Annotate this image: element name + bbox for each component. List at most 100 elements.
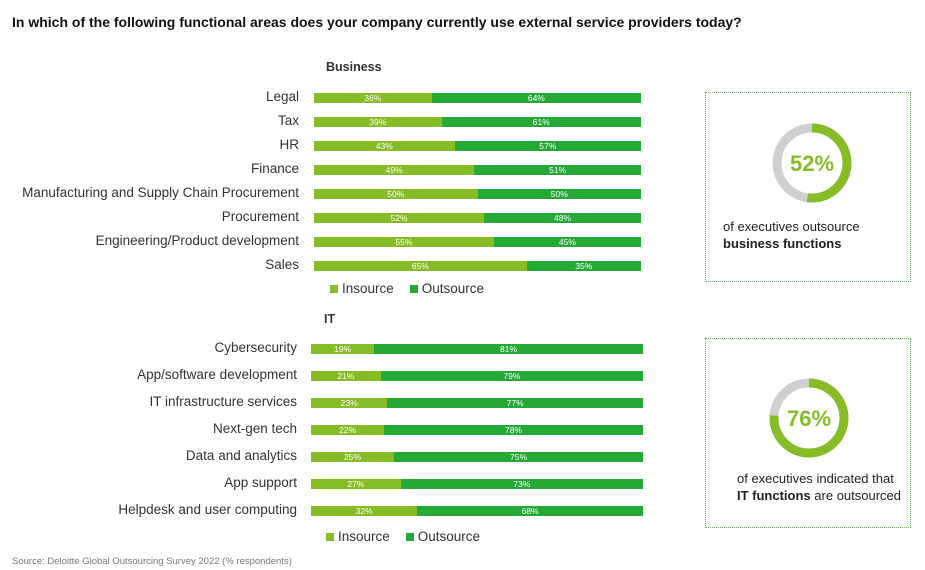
callout-text-post: are outsourced [814, 488, 902, 503]
stacked-bar: 36% 64% [314, 93, 641, 103]
bar-data-label: 81% [500, 344, 518, 354]
stacked-bar: 32% 68% [311, 506, 643, 516]
category-label: App support [224, 475, 297, 490]
category-label: Engineering/Product development [95, 233, 299, 248]
bar-segment-outsource: 75% [394, 452, 643, 462]
stacked-bar: 21% 79% [311, 371, 643, 381]
legend-swatch-outsource [409, 284, 418, 293]
stacked-bar: 23% 77% [311, 398, 643, 408]
bar-segment-insource: 27% [311, 479, 401, 489]
bar-data-label: 73% [513, 479, 531, 489]
legend-swatch-insource [330, 284, 338, 293]
bar-segment-insource: 21% [311, 371, 381, 381]
business-legend: Insource Outsource [330, 281, 494, 296]
bar-segment-insource: 43% [314, 141, 455, 151]
legend-insource: Insource [330, 281, 394, 296]
category-label: Sales [265, 257, 299, 272]
bar-segment-insource: 19% [311, 344, 375, 354]
category-label: IT infrastructure services [149, 394, 297, 409]
category-label: Next-gen tech [212, 421, 297, 436]
bar-segment-insource: 32% [311, 506, 418, 516]
question-title: In which of the following functional are… [12, 14, 742, 30]
bar-segment-insource: 55% [314, 237, 494, 247]
bar-segment-insource: 50% [314, 189, 478, 199]
bar-data-label: 64% [527, 93, 545, 103]
it-section-title: IT [324, 312, 336, 326]
bar-data-label: 50% [550, 189, 568, 199]
bar-data-label: 78% [505, 425, 523, 435]
business-callout-text: of executives outsource business functio… [723, 218, 908, 252]
bar-data-label: 68% [521, 506, 539, 516]
bar-segment-outsource: 79% [380, 371, 643, 381]
bar-segment-insource: 23% [311, 398, 388, 408]
bar-segment-outsource: 64% [431, 93, 641, 103]
bar-data-label: 21% [337, 371, 355, 381]
bar-segment-insource: 52% [314, 213, 485, 223]
bar-data-label: 19% [334, 344, 352, 354]
it-donut: 76% [769, 378, 849, 458]
callout-text-bold: business functions [723, 236, 842, 251]
bar-data-label: 45% [558, 237, 576, 247]
legend-label-outsource: Outsource [417, 529, 481, 544]
bar-segment-outsource: 57% [454, 141, 641, 151]
category-label: Cybersecurity [214, 340, 297, 355]
bar-segment-outsource: 35% [526, 261, 641, 271]
donut-value-label: 52% [790, 151, 834, 176]
bar-segment-outsource: 45% [493, 237, 641, 247]
stacked-bar: 55% 45% [314, 237, 641, 247]
legend-label-insource: Insource [342, 281, 394, 296]
legend-outsource: Outsource [405, 529, 481, 544]
category-label: Procurement [221, 209, 299, 224]
bar-data-label: 61% [532, 117, 550, 127]
bar-data-label: 77% [506, 398, 524, 408]
bar-segment-insource: 49% [314, 165, 475, 175]
legend-insource: Insource [326, 529, 390, 544]
it-callout-text: of executives indicated that IT function… [737, 470, 907, 504]
stacked-bar: 19% 81% [311, 344, 643, 354]
bar-data-label: 27% [347, 479, 365, 489]
legend-label-outsource: Outsource [421, 281, 485, 296]
category-label: Manufacturing and Supply Chain Procureme… [22, 185, 299, 200]
callout-text-bold: IT functions [737, 488, 811, 503]
category-label: Tax [277, 113, 299, 128]
bar-segment-insource: 65% [314, 261, 527, 271]
bar-segment-outsource: 77% [387, 398, 643, 408]
bar-segment-outsource: 48% [484, 213, 641, 223]
bar-segment-outsource: 51% [474, 165, 641, 175]
category-label: Data and analytics [185, 448, 297, 463]
donut-value-label: 76% [787, 406, 831, 431]
donut-value-arc [772, 123, 852, 203]
bar-data-label: 36% [364, 93, 382, 103]
business-section-title: Business [326, 60, 382, 74]
stacked-bar: 25% 75% [311, 452, 643, 462]
bar-segment-outsource: 78% [384, 425, 643, 435]
it-legend: Insource Outsource [326, 529, 490, 544]
bar-data-label: 39% [369, 117, 387, 127]
bar-segment-outsource: 81% [374, 344, 643, 354]
legend-swatch-insource [326, 532, 334, 541]
bar-data-label: 65% [411, 261, 429, 271]
bar-data-label: 43% [375, 141, 393, 151]
stacked-bar: 49% 51% [314, 165, 641, 175]
it-callout: 76% of executives indicated that IT func… [705, 338, 911, 528]
stacked-bar: 43% 57% [314, 141, 641, 151]
stacked-bar: 50% 50% [314, 189, 641, 199]
category-label: Finance [250, 161, 299, 176]
bar-data-label: 25% [343, 452, 361, 462]
category-label: HR [279, 137, 300, 152]
legend-swatch-outsource [405, 532, 414, 541]
category-label: Helpdesk and user computing [118, 502, 297, 517]
bar-data-label: 23% [340, 398, 358, 408]
bar-data-label: 50% [387, 189, 405, 199]
bar-data-label: 79% [503, 371, 521, 381]
bar-segment-outsource: 61% [441, 117, 641, 127]
category-label: Legal [265, 89, 299, 104]
business-callout: 52% of executives outsource business fun… [705, 92, 911, 282]
bar-data-label: 49% [385, 165, 403, 175]
stacked-bar: 52% 48% [314, 213, 641, 223]
bar-data-label: 52% [390, 213, 408, 223]
bar-data-label: 48% [554, 213, 572, 223]
bar-segment-outsource: 50% [477, 189, 641, 199]
category-label: App/software development [137, 367, 297, 382]
bar-data-label: 22% [339, 425, 357, 435]
